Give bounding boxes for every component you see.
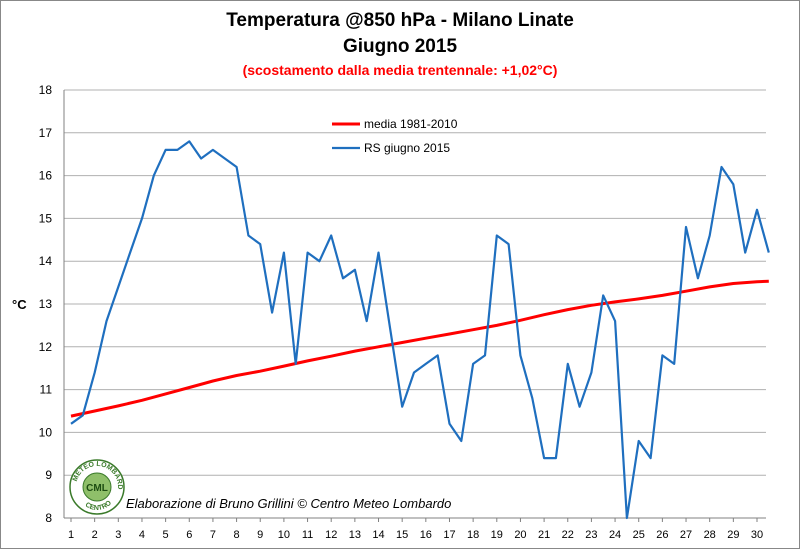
y-tick-label-13: 13 [39, 297, 53, 311]
centro-meteo-lombardo-logo: METEO LOMBARDO CENTRO CML [68, 458, 126, 516]
x-tick-label-10: 10 [278, 529, 290, 541]
y-tick-label-10: 10 [39, 425, 53, 439]
x-tick-label-26: 26 [656, 529, 668, 541]
y-tick-label-15: 15 [39, 211, 53, 225]
x-tick-label-30: 30 [751, 529, 763, 541]
x-tick-label-2: 2 [92, 529, 98, 541]
legend-label-media: media 1981-2010 [364, 117, 458, 131]
x-tick-label-23: 23 [585, 529, 597, 541]
x-tick-label-15: 15 [396, 529, 408, 541]
legend-label-rs: RS giugno 2015 [364, 141, 450, 155]
x-tick-label-8: 8 [234, 529, 240, 541]
x-tick-label-6: 6 [186, 529, 192, 541]
y-tick-label-16: 16 [39, 169, 53, 183]
x-tick-label-5: 5 [163, 529, 169, 541]
chart-title: Temperatura @850 hPa - Milano Linate [226, 10, 574, 31]
x-tick-label-13: 13 [349, 529, 361, 541]
y-tick-label-18: 18 [39, 83, 53, 97]
x-tick-label-19: 19 [491, 529, 503, 541]
x-tick-label-27: 27 [680, 529, 692, 541]
chart-subtitle: (scostamento dalla media trentennale: +1… [242, 62, 558, 78]
x-tick-label-17: 17 [443, 529, 455, 541]
x-tick-label-29: 29 [727, 529, 739, 541]
chart-title-month: Giugno 2015 [342, 36, 458, 57]
y-tick-label-14: 14 [39, 254, 53, 268]
x-tick-label-3: 3 [115, 529, 121, 541]
y-tick-label-12: 12 [39, 340, 53, 354]
y-tick-label-11: 11 [40, 383, 53, 397]
x-tick-label-20: 20 [514, 529, 526, 541]
x-tick-label-28: 28 [704, 529, 716, 541]
y-tick-label-9: 9 [45, 468, 52, 482]
svg-text:CML: CML [86, 483, 108, 494]
x-tick-label-24: 24 [609, 529, 621, 541]
series-rs-line [70, 140, 770, 520]
x-tick-label-1: 1 [68, 529, 74, 541]
x-tick-label-4: 4 [139, 529, 145, 541]
credit-text: Elaborazione di Bruno Grillini © Centro … [126, 496, 452, 511]
x-tick-label-21: 21 [538, 529, 550, 541]
y-tick-label-8: 8 [45, 511, 52, 525]
x-tick-label-11: 11 [302, 529, 313, 541]
x-tick-label-12: 12 [325, 529, 337, 541]
x-tick-label-16: 16 [420, 529, 432, 541]
series-media-line [70, 279, 769, 418]
x-tick-label-9: 9 [257, 529, 263, 541]
x-tick-label-25: 25 [633, 529, 645, 541]
y-tick-label-17: 17 [39, 126, 53, 140]
y-axis-label: °C [12, 297, 27, 312]
x-tick-label-14: 14 [372, 529, 384, 541]
x-tick-label-22: 22 [562, 529, 574, 541]
x-tick-label-18: 18 [467, 529, 479, 541]
x-tick-label-7: 7 [210, 529, 216, 541]
